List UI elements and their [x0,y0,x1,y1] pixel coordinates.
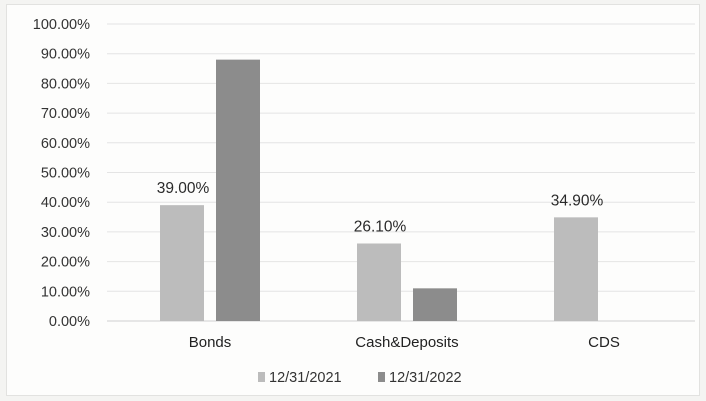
x-axis-category-labels: Bonds Cash&Deposits CDS [189,334,620,351]
y-tick-label: 80.00% [41,76,90,92]
y-tick-label: 40.00% [41,195,90,211]
y-tick-label: 50.00% [41,166,90,182]
data-labels: 39.00% 26.10% 34.90% [157,180,604,235]
legend-label: 12/31/2022 [389,370,462,386]
category-label: Bonds [189,334,232,351]
legend: 12/31/2021 12/31/2022 [258,370,462,386]
bar-bonds-series-1 [160,205,204,321]
bar-cds-series-1 [554,217,598,321]
y-tick-label: 0.00% [49,314,90,330]
category-label: Cash&Deposits [355,334,458,351]
data-label: 34.90% [551,192,604,209]
legend-label: 12/31/2021 [269,370,342,386]
legend-swatch [258,372,265,382]
y-tick-label: 20.00% [41,255,90,271]
y-tick-label: 60.00% [41,136,90,152]
bar-cash-deposits-series-2 [413,288,457,321]
data-label: 26.10% [354,218,407,235]
category-label: CDS [588,334,620,351]
y-axis-tick-labels: 0.00% 10.00% 20.00% 30.00% 40.00% 50.00% 60.00… [33,17,90,330]
legend-swatch [378,372,385,382]
bar-chart: 0.00% 10.00% 20.00% 30.00% 40.00% 50.00% 60.00… [33,17,695,386]
y-tick-label: 100.00% [33,17,90,33]
bars [160,59,598,321]
chart-frame: 0.00% 10.00% 20.00% 30.00% 40.00% 50.00% 60.00… [6,4,700,396]
bar-bonds-series-2 [216,59,260,321]
data-label: 39.00% [157,180,210,197]
y-tick-label: 90.00% [41,47,90,63]
y-tick-label: 30.00% [41,225,90,241]
gridlines [107,23,695,322]
y-tick-label: 10.00% [41,284,90,300]
y-tick-label: 70.00% [41,106,90,122]
bar-cash-deposits-series-1 [357,243,401,321]
